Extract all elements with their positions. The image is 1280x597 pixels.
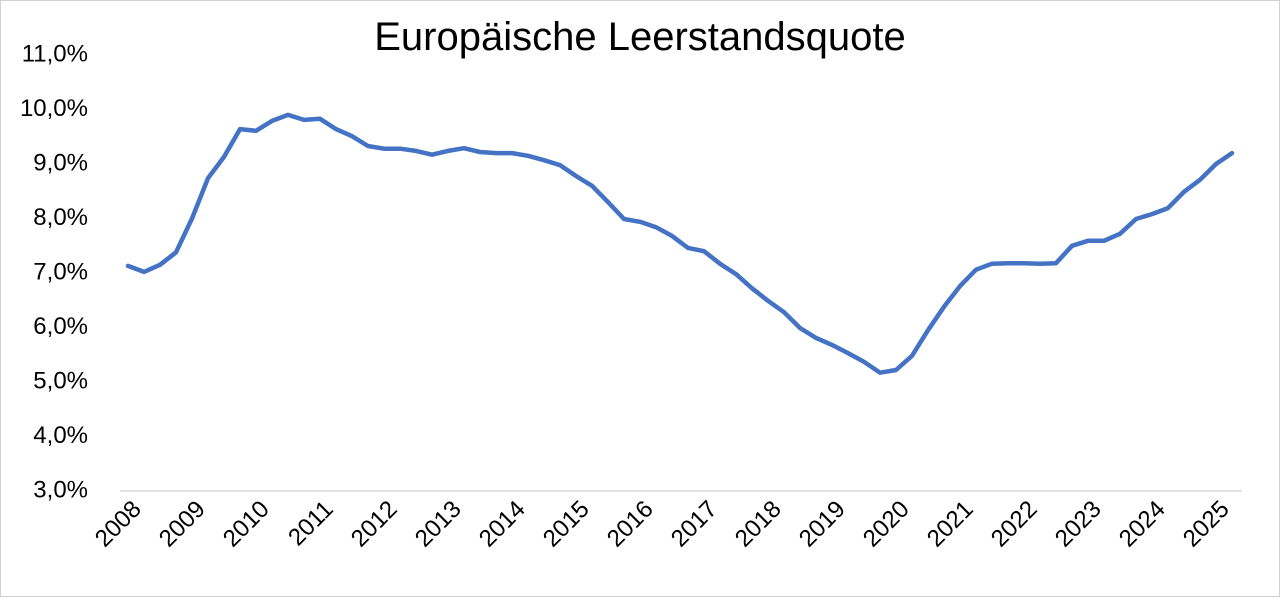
y-tick-label: 4,0% [33,422,88,449]
y-tick-label: 3,0% [33,476,88,503]
y-tick-label: 6,0% [33,313,88,340]
chart-title: Europäische Leerstandsquote [374,15,905,59]
y-tick-label: 5,0% [33,367,88,394]
y-tick-label: 9,0% [33,149,88,176]
y-tick-label: 11,0% [22,40,88,67]
y-tick-label: 10,0% [20,95,88,122]
y-tick-label: 8,0% [33,204,88,231]
y-tick-label: 7,0% [33,258,88,285]
data-line [125,112,1235,375]
